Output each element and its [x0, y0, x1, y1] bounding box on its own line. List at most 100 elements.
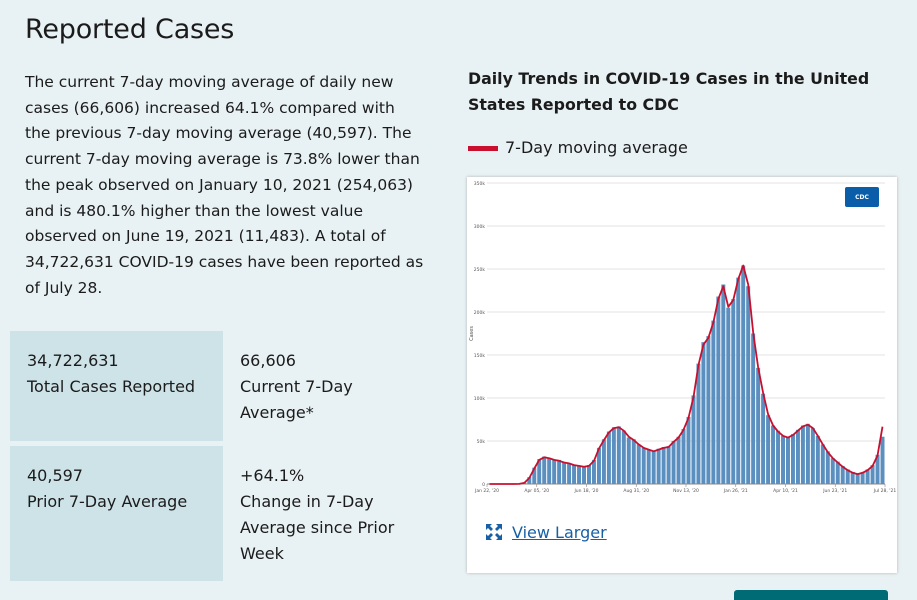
case-bar [781, 436, 785, 484]
y-tick-label: 150k [474, 353, 486, 359]
cdc-logo-text: CDC [855, 194, 869, 201]
case-bar [607, 432, 611, 484]
case-bar [657, 449, 661, 484]
case-bar [701, 342, 705, 484]
case-bar [637, 444, 641, 484]
view-larger-link[interactable]: View Larger [484, 522, 607, 542]
chart-legend: 7-Day moving average [468, 137, 688, 159]
case-bar [721, 284, 725, 484]
case-bar [557, 460, 561, 484]
case-bar [632, 439, 636, 484]
case-bar [786, 438, 790, 484]
y-tick-label: 200k [474, 310, 486, 316]
y-tick-label: 250k [474, 267, 486, 273]
x-tick-label: Jun 18, '20 [573, 488, 598, 494]
case-bar [687, 417, 691, 484]
case-bar [542, 456, 546, 484]
y-tick-label: 100k [474, 396, 486, 402]
expand-icon [484, 522, 504, 542]
case-bar [602, 439, 606, 484]
case-bar [856, 474, 860, 484]
prior-average-value: 40,597 [27, 463, 83, 489]
prior-average-label: Prior 7-Day Average [27, 489, 187, 515]
case-bar [746, 286, 750, 484]
case-bar [881, 437, 885, 484]
case-bar [716, 297, 720, 484]
x-tick-label: Jun 23, '21 [822, 488, 847, 494]
x-tick-label: Jan 22, '20 [474, 488, 499, 494]
summary-text: The current 7-day moving average of dail… [25, 70, 425, 301]
total-cases-panel: 34,722,631 Total Cases Reported [10, 331, 223, 441]
case-bar [642, 448, 646, 484]
legend-label: 7-Day moving average [505, 137, 688, 159]
case-bar [662, 447, 666, 484]
y-tick-label: 50k [477, 439, 486, 445]
total-cases-label: Total Cases Reported [27, 374, 195, 400]
case-bar [791, 434, 795, 484]
case-bar [776, 431, 780, 484]
case-bar [836, 462, 840, 484]
case-bar [766, 415, 770, 484]
case-bar [826, 451, 830, 484]
x-tick-label: Jul 28, '21 [873, 488, 897, 494]
case-bar [771, 426, 775, 484]
case-bar [761, 394, 765, 484]
legend-swatch [468, 146, 498, 151]
chart-card: 0 50k 100k 150k 200k 250k 300k 350k Cases Jan 22,… [467, 177, 897, 573]
case-bar [831, 458, 835, 484]
case-bar [647, 450, 651, 484]
case-bar [617, 426, 621, 484]
case-bar [706, 336, 710, 484]
x-tick-label: Apr 10, '21 [773, 488, 798, 494]
teal-button[interactable] [734, 590, 888, 600]
case-bar [741, 266, 745, 484]
case-bar [756, 368, 760, 484]
current-average-label: Current 7-Day Average* [240, 374, 390, 426]
y-tick-label: 350k [474, 181, 486, 187]
x-tick-label: Nov 13, '20 [673, 488, 699, 494]
x-tick-label: Aug 31, '20 [623, 488, 649, 494]
case-bar [736, 278, 740, 484]
case-bar [821, 444, 825, 484]
case-bar [547, 458, 551, 484]
case-bar [731, 299, 735, 484]
x-tick-label: Jan 26, '21 [723, 488, 748, 494]
chart-heading: Daily Trends in COVID-19 Cases in the Un… [468, 66, 908, 118]
cdc-logo: CDC [845, 187, 879, 207]
case-bar [627, 438, 631, 484]
case-bar [577, 466, 581, 484]
current-average-value: 66,606 [240, 348, 420, 374]
y-tick-label: 300k [474, 224, 486, 230]
case-bar [711, 321, 715, 484]
prior-average-panel: 40,597 Prior 7-Day Average [10, 446, 223, 581]
change-value: +64.1% [240, 463, 420, 489]
case-bar [796, 430, 800, 484]
case-bar [587, 465, 591, 484]
case-bar [816, 436, 820, 484]
case-bar [622, 431, 626, 484]
change-label: Change in 7-Day Average since Prior Week [240, 489, 415, 567]
case-bar [552, 460, 556, 484]
case-bar [672, 441, 676, 484]
case-bar [562, 463, 566, 485]
case-bar [811, 428, 815, 484]
y-axis-label: Cases [469, 326, 475, 341]
y-tick-label: 0 [482, 482, 485, 488]
view-larger-text[interactable]: View Larger [512, 523, 607, 542]
case-bar [652, 451, 656, 484]
case-bar [861, 472, 865, 484]
case-bar [806, 424, 810, 484]
cases-chart: 0 50k 100k 150k 200k 250k 300k 350k Cases Jan 22,… [467, 177, 897, 497]
case-bar [667, 446, 671, 484]
case-bar [801, 426, 805, 484]
case-bar [682, 429, 686, 484]
case-bar [696, 364, 700, 484]
case-bar [612, 427, 616, 484]
case-bar [677, 437, 681, 484]
case-bar [751, 334, 755, 485]
case-bar [582, 467, 586, 484]
total-cases-value: 34,722,631 [27, 348, 119, 374]
case-bar [572, 465, 576, 484]
page-title: Reported Cases [25, 14, 234, 45]
case-bar [691, 395, 695, 484]
